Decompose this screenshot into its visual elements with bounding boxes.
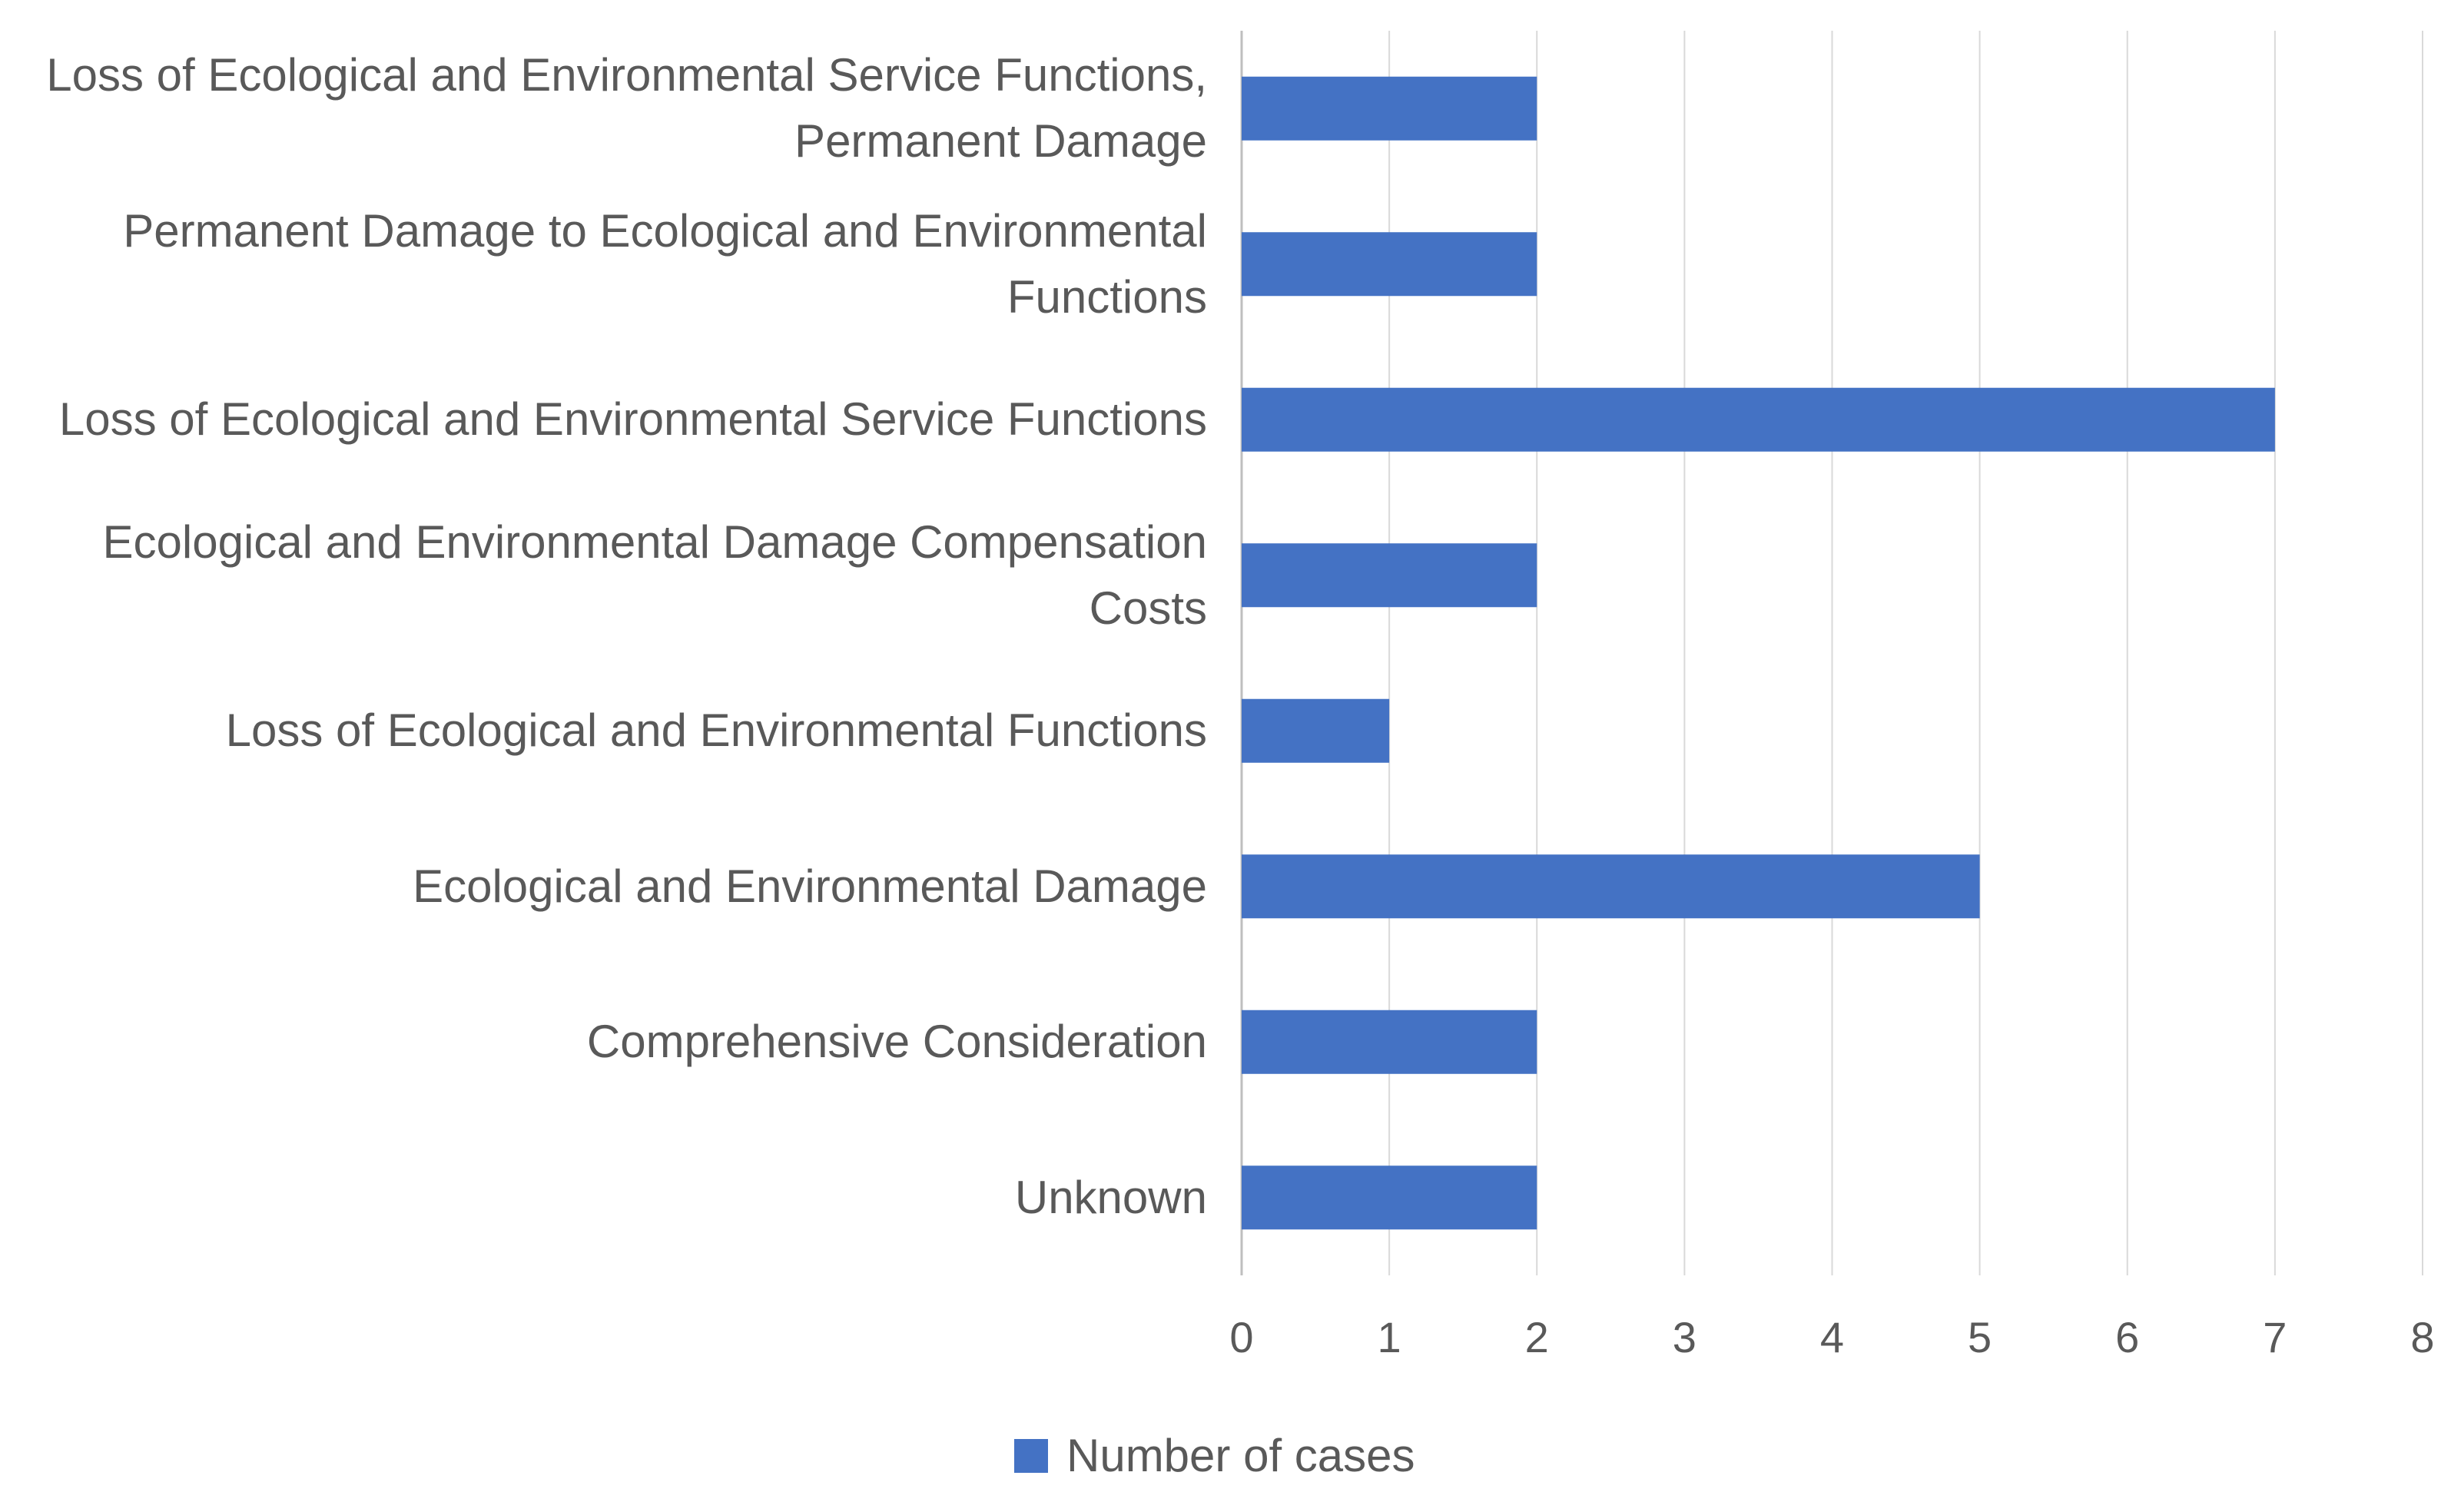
legend-label: Number of cases [1066,1430,1415,1481]
category-label: Unknown [1014,1171,1207,1223]
category-label: Comprehensive Consideration [586,1016,1207,1068]
category-label: Ecological and Environmental Damage Comp… [102,516,1207,634]
category-label: Loss of Ecological and Environmental Ser… [46,49,1207,167]
x-tick-label: 5 [1968,1313,1992,1361]
bar [1242,1010,1537,1074]
x-tick-label: 6 [2115,1313,2139,1361]
bar [1242,543,1537,608]
bar [1242,698,1390,763]
category-label: Loss of Ecological and Environmental Ser… [58,393,1207,446]
x-tick-label: 1 [1378,1313,1401,1361]
legend: Number of cases [1014,1429,1415,1482]
bar [1242,76,1537,141]
x-tick-label: 4 [1820,1313,1844,1361]
x-tick-label: 0 [1229,1313,1253,1361]
x-tick-label: 3 [1673,1313,1696,1361]
category-label: Permanent Damage to Ecological and Envir… [123,204,1207,323]
x-tick-label: 8 [2410,1313,2434,1361]
bar [1242,854,1980,919]
bar [1242,232,1537,297]
bar [1242,1166,1537,1230]
bar [1242,387,2275,452]
category-label: Loss of Ecological and Environmental Fun… [225,705,1207,757]
legend-swatch [1014,1438,1048,1473]
x-tick-label: 2 [1525,1313,1549,1361]
category-label: Ecological and Environmental Damage [413,860,1207,912]
x-tick-label: 7 [2263,1313,2287,1361]
